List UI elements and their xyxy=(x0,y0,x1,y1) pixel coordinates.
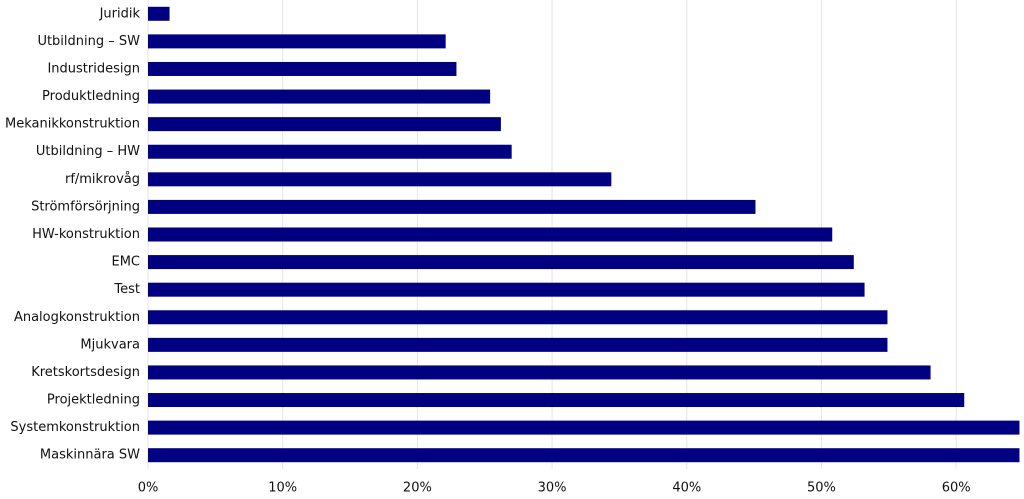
x-tick-label: 50% xyxy=(807,481,836,496)
y-tick-label: Test xyxy=(113,282,140,297)
bar xyxy=(148,227,833,242)
x-tick-label: 60% xyxy=(942,481,971,496)
y-tick-label: Analogkonstruktion xyxy=(14,310,140,325)
bar xyxy=(148,34,446,49)
bar xyxy=(148,282,865,297)
bar xyxy=(148,144,512,159)
y-tick-label: Utbildning – HW xyxy=(36,144,140,159)
x-tick-label: 0% xyxy=(138,481,159,496)
y-tick-label: Strömförsörjning xyxy=(31,199,140,214)
bar xyxy=(148,6,170,21)
y-tick-label: HW-konstruktion xyxy=(32,227,140,242)
x-tick-label: 30% xyxy=(538,481,567,496)
bar xyxy=(148,89,491,104)
bar xyxy=(148,199,756,214)
bar xyxy=(148,255,854,270)
y-tick-label: Juridik xyxy=(99,6,141,21)
y-tick-label: EMC xyxy=(111,255,140,270)
x-tick-label: 40% xyxy=(672,481,701,496)
y-tick-label: Maskinnära SW xyxy=(40,448,140,463)
bar xyxy=(148,61,457,76)
bar xyxy=(148,393,965,408)
y-tick-label: Mekanikkonstruktion xyxy=(5,117,140,132)
bar xyxy=(148,117,501,132)
y-tick-label: Systemkonstruktion xyxy=(10,420,140,435)
bar xyxy=(148,365,931,380)
bar xyxy=(148,448,1020,463)
y-tick-label: Mjukvara xyxy=(80,337,140,352)
bar xyxy=(148,420,1020,435)
bar xyxy=(148,172,612,187)
y-tick-label: Utbildning – SW xyxy=(37,34,140,49)
y-tick-label: Projektledning xyxy=(47,393,140,408)
y-tick-label: Industridesign xyxy=(47,61,140,76)
x-tick-label: 10% xyxy=(268,481,297,496)
y-tick-label: rf/mikrovåg xyxy=(65,172,140,187)
x-tick-label: 20% xyxy=(403,481,432,496)
bar xyxy=(148,337,888,352)
y-tick-label: Produktledning xyxy=(42,89,140,104)
y-tick-label: Kretskortsdesign xyxy=(31,365,140,380)
bar xyxy=(148,310,888,325)
